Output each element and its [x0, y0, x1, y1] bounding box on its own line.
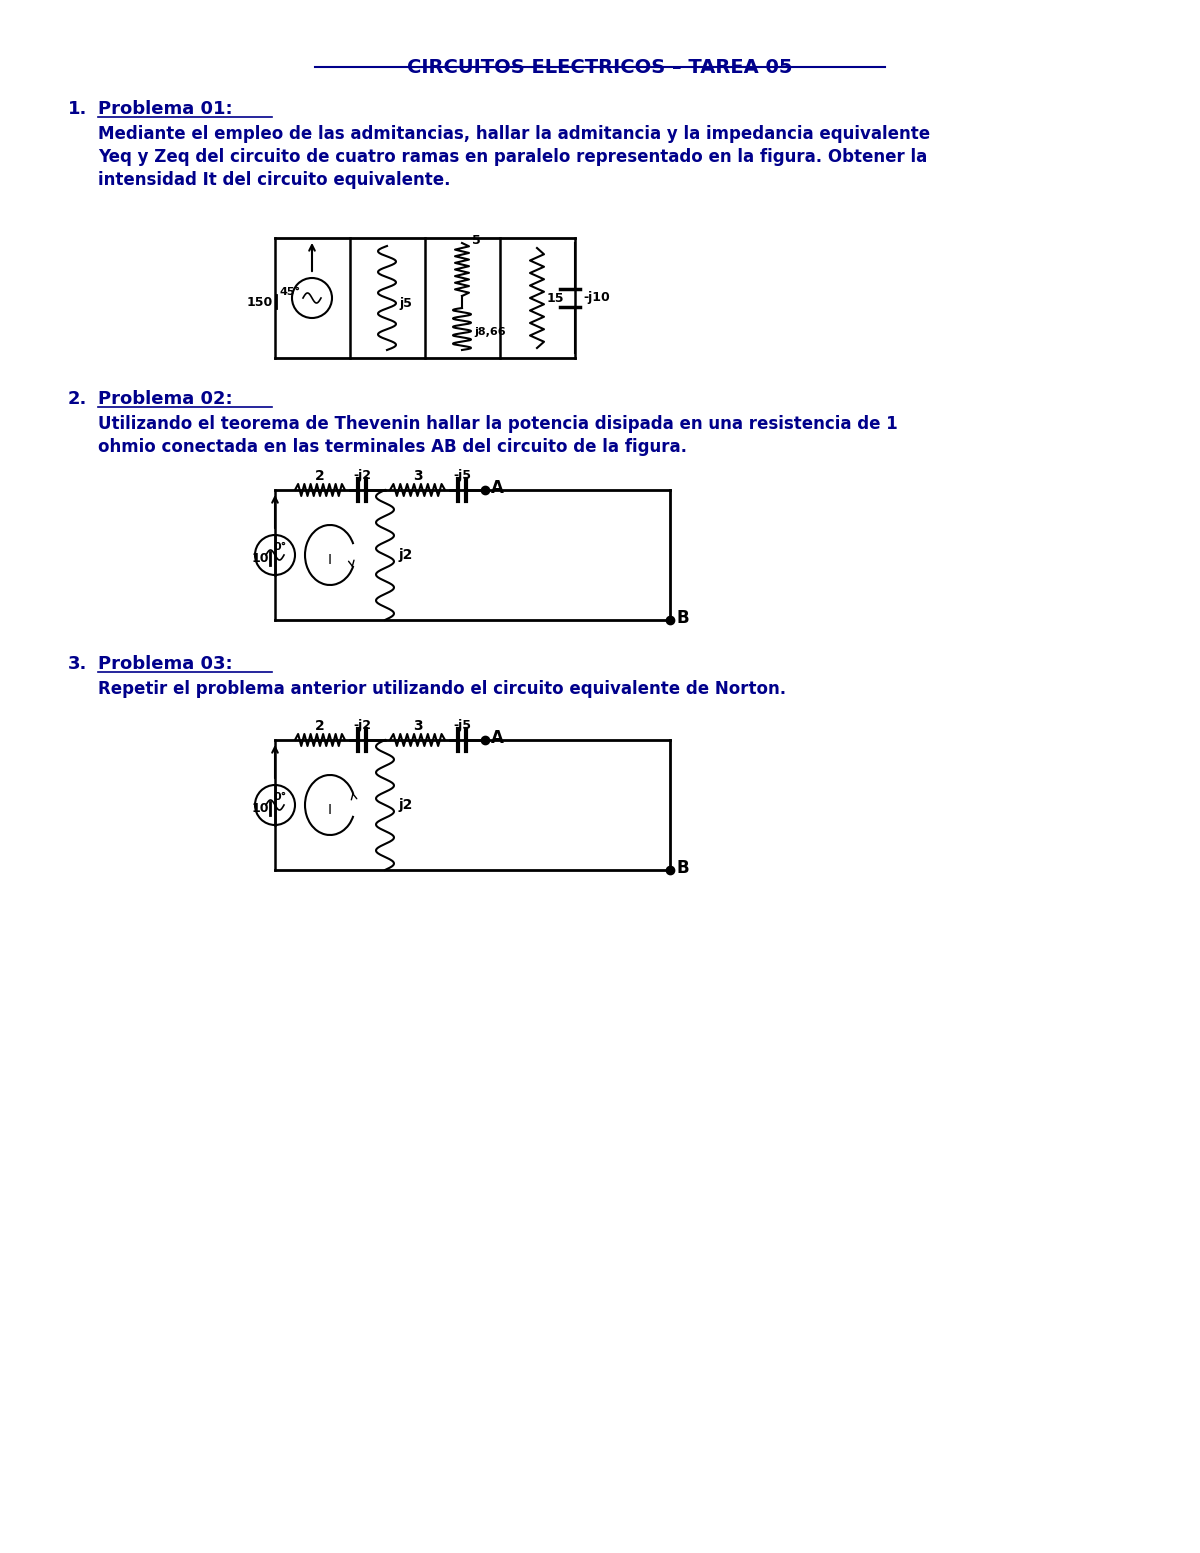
Text: B: B: [676, 859, 689, 877]
Text: 0°: 0°: [274, 792, 287, 801]
Text: 10: 10: [252, 803, 269, 815]
Text: 1.: 1.: [68, 99, 88, 118]
Text: 5: 5: [472, 235, 481, 247]
Text: Mediante el empleo de las admitancias, hallar la admitancia y la impedancia equi: Mediante el empleo de las admitancias, h…: [98, 124, 930, 143]
Text: -j2: -j2: [353, 719, 371, 731]
Text: Problema 02:: Problema 02:: [98, 390, 233, 408]
Text: 3: 3: [413, 469, 422, 483]
Text: Yeq y Zeq del circuito de cuatro ramas en paralelo representado en la figura. Ob: Yeq y Zeq del circuito de cuatro ramas e…: [98, 148, 928, 166]
Text: A: A: [491, 478, 504, 497]
Text: I: I: [328, 803, 332, 817]
Text: Utilizando el teorema de Thevenin hallar la potencia disipada en una resistencia: Utilizando el teorema de Thevenin hallar…: [98, 415, 898, 433]
Text: 2: 2: [316, 469, 325, 483]
Text: 150: 150: [247, 295, 274, 309]
Text: ohmio conectada en las terminales AB del circuito de la figura.: ohmio conectada en las terminales AB del…: [98, 438, 686, 457]
Text: -j5: -j5: [454, 469, 470, 481]
Text: A: A: [491, 728, 504, 747]
Text: I: I: [328, 553, 332, 567]
Text: -j2: -j2: [353, 469, 371, 481]
Text: 3.: 3.: [68, 655, 88, 672]
Text: 45°: 45°: [278, 287, 300, 297]
Text: j5: j5: [398, 297, 412, 309]
Text: 0°: 0°: [274, 542, 287, 551]
Text: Repetir el problema anterior utilizando el circuito equivalente de Norton.: Repetir el problema anterior utilizando …: [98, 680, 786, 697]
Text: 2: 2: [316, 719, 325, 733]
Text: -j5: -j5: [454, 719, 470, 731]
Text: 10: 10: [252, 553, 269, 565]
Text: Problema 03:: Problema 03:: [98, 655, 233, 672]
Text: 15: 15: [547, 292, 564, 304]
Text: B: B: [676, 609, 689, 627]
Text: -j10: -j10: [583, 292, 610, 304]
Text: j2: j2: [398, 798, 413, 812]
Text: j2: j2: [398, 548, 413, 562]
Text: intensidad It del circuito equivalente.: intensidad It del circuito equivalente.: [98, 171, 450, 189]
Text: CIRCUITOS ELECTRICOS – TAREA 05: CIRCUITOS ELECTRICOS – TAREA 05: [407, 57, 793, 78]
Text: Problema 01:: Problema 01:: [98, 99, 233, 118]
Text: 3: 3: [413, 719, 422, 733]
Text: 2.: 2.: [68, 390, 88, 408]
Text: j8,66: j8,66: [474, 328, 505, 337]
